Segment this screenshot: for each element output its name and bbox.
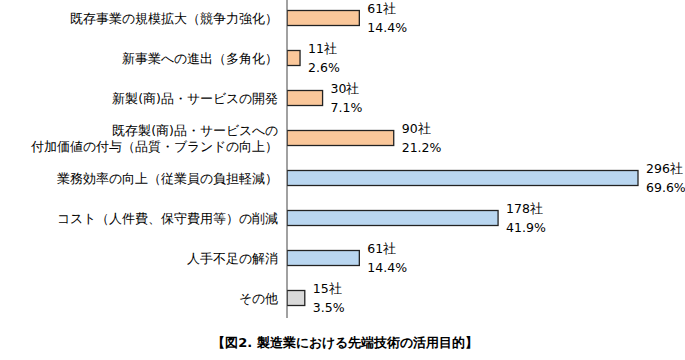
data-label: 296社 [646,161,683,176]
category-label: コスト（人件費、保守費用等）の削減 [57,211,278,226]
title: 【図2. 製造業における先端技術の活用目的】 [212,335,478,350]
category-label: 新事業への進出（多角化） [122,51,278,66]
data-label: 15社 [313,281,342,296]
share-label: 21.2% [402,140,442,155]
bar [287,211,498,226]
bar [287,251,359,266]
data-label: 61社 [367,1,396,16]
bar [287,91,323,106]
share-label: 41.9% [506,220,546,235]
category-label: その他 [239,291,278,306]
share-label: 14.4% [367,20,407,35]
share-label: 7.1% [331,100,363,115]
category-label: 人手不足の解消 [187,251,278,266]
data-label: 178社 [506,201,543,216]
share-label: 69.6% [646,180,685,195]
bar [287,131,394,146]
bar [287,11,359,26]
data-label: 61社 [367,241,396,256]
data-label: 90社 [402,121,431,136]
data-label: 30社 [331,81,360,96]
bar [287,171,638,186]
chart: 既存事業の規模拡大（競争力強化） 61社 14.4% 新事業への進出（多角化） 11社 2… [0,0,685,360]
bar [287,51,300,66]
category-label: 新製(商)品・サービスの開発 [112,91,278,106]
category-label: 既存製(商)品・サービスへの付加価値の付与（品質・ブランドの向上） [30,123,278,154]
category-label: 業務効率の向上（従業員の負担軽減） [57,171,278,186]
share-label: 14.4% [367,260,407,275]
share-label: 2.6% [308,60,340,75]
category-label: 既存事業の規模拡大（競争力強化） [70,11,278,26]
data-label: 11社 [308,41,337,56]
bars [287,11,638,306]
bar [287,291,305,306]
share-label: 3.5% [313,300,345,315]
axis-line [287,0,288,318]
